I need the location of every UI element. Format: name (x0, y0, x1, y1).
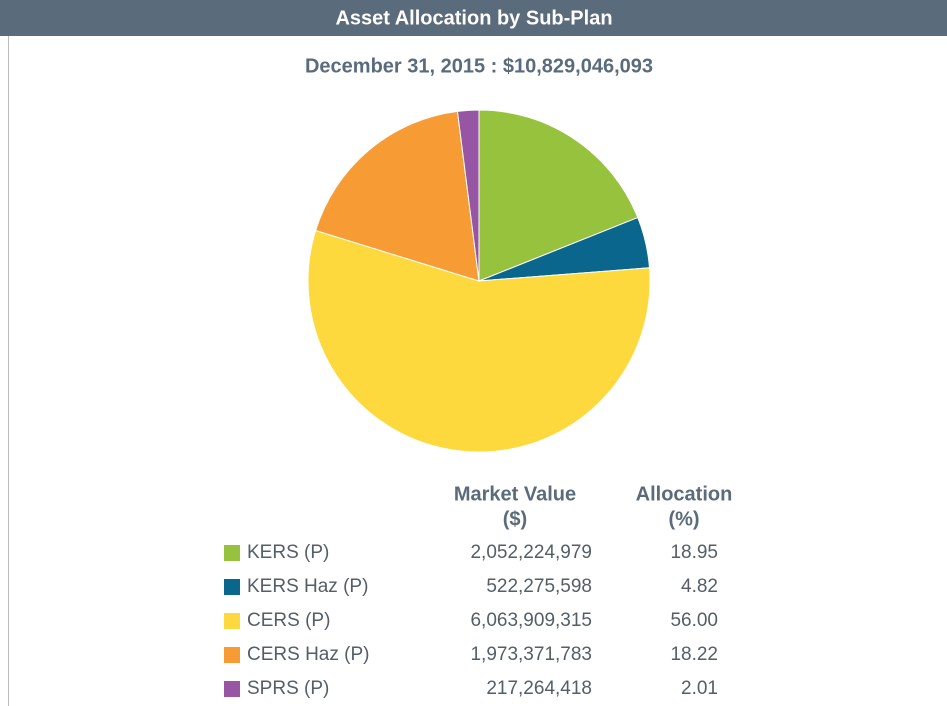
legend-label: KERS Haz (P) (247, 576, 368, 597)
allocation-value: 2.01 (681, 678, 718, 699)
market-value: 2,052,224,979 (470, 542, 592, 563)
legend-swatch (224, 545, 240, 561)
column-header: (%) (668, 508, 699, 530)
legend-swatch (224, 579, 240, 595)
header-bar (0, 0, 947, 36)
legend-swatch (224, 613, 240, 629)
pie-slice (456, 109, 480, 282)
allocation-value: 18.95 (670, 542, 718, 563)
column-header: ($) (503, 508, 527, 530)
allocation-value: 4.82 (681, 576, 718, 597)
legend-label: CERS (P) (247, 610, 330, 631)
pie-slice (314, 110, 480, 282)
pie-slice (478, 109, 639, 282)
legend-swatch (224, 647, 240, 663)
allocation-value: 18.22 (670, 644, 718, 665)
market-value: 217,264,418 (486, 678, 592, 699)
legend-swatch (224, 681, 240, 697)
chart-subtitle: December 31, 2015 : $10,829,046,093 (305, 55, 653, 77)
market-value: 1,973,371,783 (470, 644, 592, 665)
pie-slice (307, 229, 651, 453)
allocation-value: 56.00 (670, 610, 718, 631)
legend-label: KERS (P) (247, 542, 329, 563)
market-value: 522,275,598 (486, 576, 592, 597)
legend-label: CERS Haz (P) (247, 644, 369, 665)
column-header: Market Value (454, 483, 576, 505)
market-value: 6,063,909,315 (470, 610, 592, 631)
column-header: Allocation (636, 483, 733, 505)
legend-label: SPRS (P) (247, 678, 329, 699)
chart-title: Asset Allocation by Sub-Plan (335, 7, 612, 29)
